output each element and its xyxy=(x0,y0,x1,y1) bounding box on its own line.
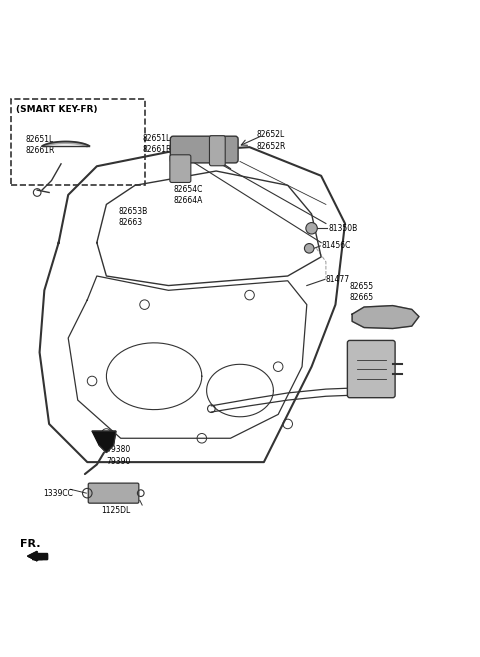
FancyBboxPatch shape xyxy=(88,483,139,503)
Text: 1125DL: 1125DL xyxy=(102,506,131,515)
Circle shape xyxy=(304,244,314,253)
Text: 79380
79390: 79380 79390 xyxy=(107,445,131,466)
Text: 82654C
82664A: 82654C 82664A xyxy=(173,185,203,206)
Text: 82653B
82663: 82653B 82663 xyxy=(118,207,147,227)
Text: 81350B: 81350B xyxy=(328,224,358,233)
Polygon shape xyxy=(36,553,47,559)
FancyBboxPatch shape xyxy=(170,155,191,183)
Polygon shape xyxy=(352,306,419,328)
Text: FR.: FR. xyxy=(21,539,41,549)
Text: 82651L
82661R: 82651L 82661R xyxy=(25,135,55,155)
FancyBboxPatch shape xyxy=(209,136,225,166)
Polygon shape xyxy=(28,551,37,556)
Text: 82652L
82652R: 82652L 82652R xyxy=(257,131,286,150)
Polygon shape xyxy=(28,551,37,561)
Text: 82651L
82661R: 82651L 82661R xyxy=(142,134,171,154)
Polygon shape xyxy=(92,431,116,453)
Bar xyxy=(11,99,144,185)
FancyBboxPatch shape xyxy=(170,136,238,163)
Polygon shape xyxy=(33,554,47,558)
Polygon shape xyxy=(42,141,89,147)
Text: 82655
82665: 82655 82665 xyxy=(350,282,374,302)
Text: 81456C: 81456C xyxy=(321,241,350,250)
Text: 81477: 81477 xyxy=(326,275,350,284)
Text: 81310
81320: 81310 81320 xyxy=(352,350,376,370)
Polygon shape xyxy=(28,556,37,561)
Text: 1339CC: 1339CC xyxy=(43,489,73,498)
FancyBboxPatch shape xyxy=(348,340,395,397)
Circle shape xyxy=(306,223,317,234)
Text: (SMART KEY-FR): (SMART KEY-FR) xyxy=(16,105,97,114)
